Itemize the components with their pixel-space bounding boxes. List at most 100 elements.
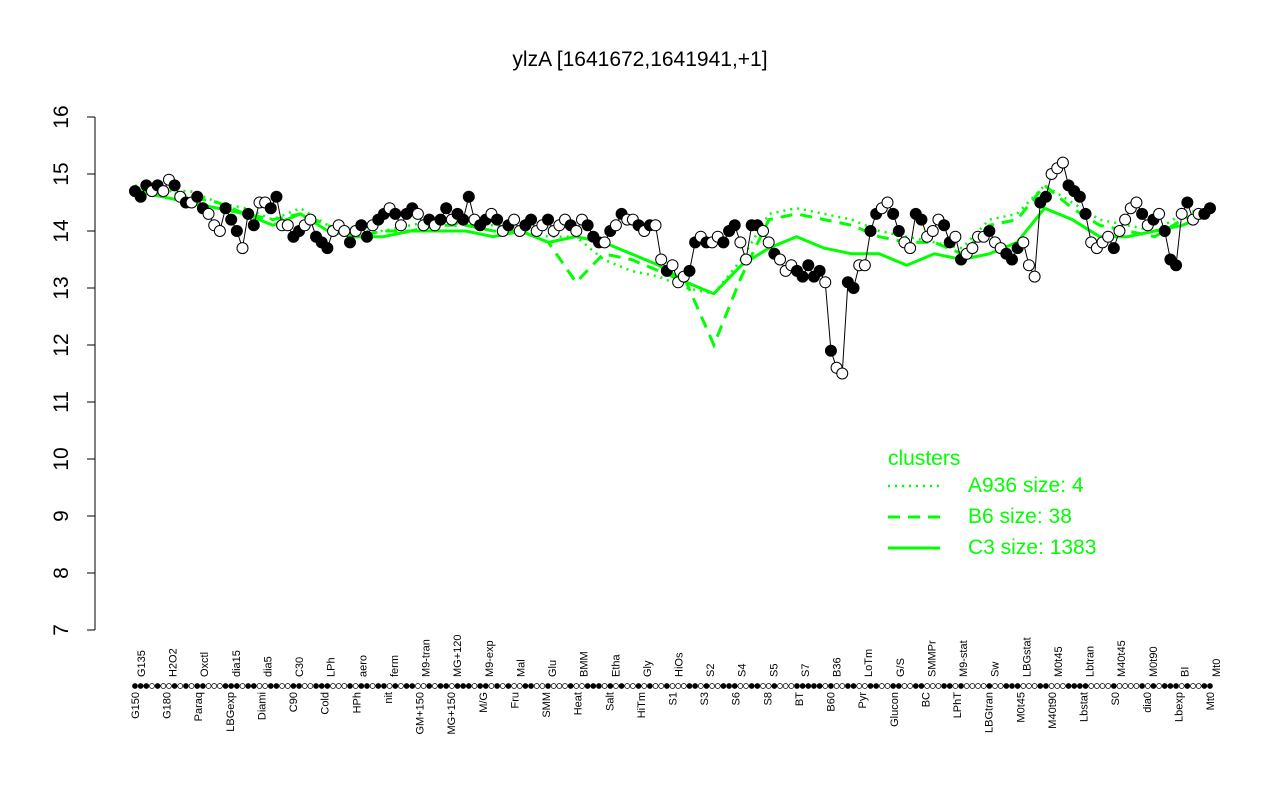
data-point <box>508 213 521 226</box>
x-tick-marker <box>816 683 823 689</box>
data-point <box>717 236 730 249</box>
data-point <box>915 213 928 226</box>
data-point <box>321 242 334 255</box>
x-tick-marker <box>833 683 840 689</box>
x-tick-label: Gly <box>642 660 654 677</box>
data-point <box>966 242 979 255</box>
data-point <box>609 219 622 232</box>
data-point <box>344 236 356 249</box>
x-tick-marker <box>1178 683 1185 689</box>
data-point <box>281 219 294 232</box>
data-point <box>247 219 260 232</box>
x-tick-label: LBGstat <box>1021 637 1033 677</box>
x-tick-marker <box>709 683 715 689</box>
data-point <box>157 185 170 198</box>
x-tick-marker <box>1127 683 1134 689</box>
x-tick-label: S7 <box>800 664 812 677</box>
legend-label: B6 size: 38 <box>968 505 1072 528</box>
data-point <box>1056 156 1069 169</box>
x-tick-marker <box>1088 683 1095 689</box>
data-point <box>411 207 424 220</box>
x-tick-label: Glu <box>547 660 559 677</box>
x-tick-marker <box>267 683 274 689</box>
x-tick-marker <box>211 683 218 689</box>
x-tick-label: S3 <box>699 692 711 705</box>
x-tick-marker <box>912 683 919 689</box>
data-point <box>360 230 373 243</box>
x-tick-label: BT <box>794 692 806 706</box>
x-tick-label: SMMPr <box>926 640 938 677</box>
data-point <box>389 207 402 220</box>
data-point <box>581 219 594 232</box>
data-point <box>796 270 809 283</box>
x-tick-marker <box>918 683 925 689</box>
x-tick-marker <box>584 683 591 689</box>
x-tick-label: S2 <box>705 664 717 677</box>
x-tick-label: B36 <box>832 657 844 677</box>
data-point <box>926 225 939 237</box>
x-tick-label: C30 <box>294 657 306 677</box>
x-tick-marker <box>426 683 433 689</box>
x-tick-label: S8 <box>762 692 774 705</box>
data-point <box>1113 225 1126 237</box>
x-tick-marker <box>1173 683 1179 689</box>
x-tick-marker <box>143 683 150 689</box>
data-point <box>264 202 277 215</box>
x-tick-marker <box>477 683 483 689</box>
x-tick-marker <box>386 683 393 689</box>
x-tick-marker <box>782 683 789 689</box>
x-tick-label: S1 <box>668 692 680 705</box>
x-tick-marker <box>822 683 829 689</box>
data-point <box>881 196 894 209</box>
x-tick-marker <box>454 683 461 689</box>
legend-title: clusters <box>888 447 960 470</box>
data-point <box>938 219 951 232</box>
x-tick-label: Diami <box>256 692 268 720</box>
x-tick-marker <box>799 683 806 689</box>
x-tick-marker <box>663 683 670 689</box>
x-tick-label: M40t90 <box>1047 692 1059 729</box>
x-tick-marker <box>233 683 240 689</box>
data-point <box>542 213 555 226</box>
x-axis: G150 G180 Paraq LBGexp Diami C90 Cold HPh nit GM+… <box>130 635 1223 735</box>
data-point <box>728 219 741 232</box>
x-tick-marker <box>952 683 959 689</box>
x-tick-marker <box>398 683 404 689</box>
x-tick-marker <box>432 683 438 689</box>
x-tick-label: M9-tran <box>421 639 433 677</box>
x-tick-label: aero <box>357 655 369 677</box>
x-tick-marker <box>946 683 953 689</box>
data-point <box>824 344 837 357</box>
x-tick-marker <box>1156 683 1162 689</box>
x-tick-marker <box>969 683 976 689</box>
data-point <box>270 190 283 203</box>
x-tick-marker <box>1037 683 1044 689</box>
x-tick-marker <box>935 683 942 689</box>
x-tick-marker <box>1207 683 1213 689</box>
y-tick-label: 11 <box>50 391 73 413</box>
data-point <box>598 236 611 249</box>
x-tick-marker <box>1139 683 1145 689</box>
x-tick-marker <box>160 683 167 689</box>
legend: clusters A936 size: 4 B6 size: 38 C3 size: … <box>888 447 1096 559</box>
data-point <box>1107 242 1120 255</box>
x-tick-label: HiTm <box>636 692 648 718</box>
x-tick-marker <box>539 683 546 689</box>
x-tick-marker <box>901 683 908 689</box>
data-point <box>1130 196 1143 209</box>
x-tick-marker <box>1065 683 1072 689</box>
x-tick-marker <box>658 683 665 689</box>
x-tick-label: Lbstat <box>1079 692 1091 722</box>
x-tick-marker <box>754 683 761 689</box>
x-tick-marker <box>1161 683 1168 689</box>
x-tick-label: HPh <box>351 692 363 713</box>
x-tick-label: Fru <box>509 692 521 709</box>
x-tick-marker <box>929 683 936 689</box>
x-tick-marker <box>239 683 246 689</box>
y-tick-label: 9 <box>50 510 73 522</box>
x-tick-marker <box>505 683 512 689</box>
x-tick-marker <box>618 683 625 689</box>
data-point <box>134 190 147 203</box>
x-tick-marker <box>341 683 348 689</box>
x-tick-marker <box>284 683 291 689</box>
